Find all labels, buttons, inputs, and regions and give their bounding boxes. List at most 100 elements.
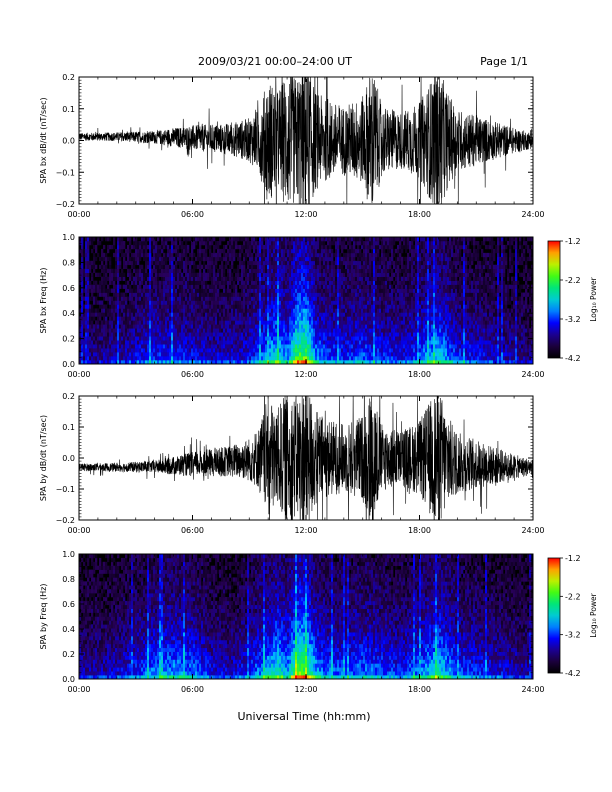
spectrogram-cell [133, 276, 136, 281]
spectrogram-cell [337, 244, 340, 250]
spectrogram-cell [221, 324, 224, 329]
spectrogram-cell [105, 252, 108, 258]
spectrogram-cell [245, 344, 248, 349]
spectrogram-cell [323, 332, 326, 337]
spectrogram-cell [295, 332, 298, 337]
spectrogram-cell [205, 276, 208, 281]
spectrogram-cell [307, 264, 310, 270]
spectrogram-cell [331, 264, 334, 270]
spectrogram-cell [307, 352, 310, 357]
spectrogram-cell [315, 237, 318, 242]
spectrogram-cell [145, 336, 148, 341]
spectrogram-cell [135, 268, 138, 274]
spectrogram-cell [147, 312, 150, 317]
spectrogram-cell [197, 344, 200, 349]
spectrogram-cell [293, 268, 296, 274]
spectrogram-cell [329, 260, 332, 266]
spectrogram-cell [135, 348, 138, 353]
spectrogram-cell [385, 292, 388, 297]
spectrogram-cell [381, 336, 384, 341]
spectrogram-cell [171, 237, 174, 242]
spectrogram-cell [379, 324, 382, 329]
spectrogram-cell [153, 280, 156, 285]
spectrogram-cell [135, 332, 138, 337]
spectrogram-cell [249, 320, 252, 325]
spectrogram-cell [233, 304, 236, 309]
spectrogram-cell [305, 300, 308, 305]
spectrogram-cell [337, 312, 340, 317]
spectrogram-cell [371, 340, 374, 345]
spectrogram-cell [339, 284, 342, 289]
spectrogram-cell [153, 284, 156, 289]
spectrogram-cell [133, 324, 136, 329]
spectrogram-cell [117, 244, 120, 250]
spectrogram-cell [95, 272, 98, 277]
spectrogram-cell [317, 240, 320, 246]
spectrogram-cell [351, 332, 354, 337]
spectrogram-cell [371, 252, 374, 258]
spectrogram-cell [375, 308, 378, 313]
spectrogram-cell [331, 344, 334, 349]
spectrogram-cell [349, 292, 352, 297]
spectrogram-cell [117, 300, 120, 305]
spectrogram-cell [255, 276, 258, 281]
spectrogram-cell [337, 320, 340, 325]
spectrogram-cell [151, 348, 154, 353]
spectrogram-cell [93, 336, 96, 341]
spectrogram-cell [199, 348, 202, 353]
spectrogram-cell [93, 264, 96, 270]
spectrogram-cell [329, 336, 332, 341]
spectrogram-cell [145, 356, 148, 361]
spectrogram-cell [177, 328, 180, 333]
spectrogram-cell [229, 264, 232, 270]
spectrogram-cell [361, 240, 364, 246]
spectrogram-cell [169, 316, 172, 321]
spectrogram-cell [313, 252, 316, 258]
spectrogram-cell [157, 248, 160, 254]
spectrogram-cell [303, 260, 306, 266]
spectrogram-cell [103, 324, 106, 329]
spectrogram-cell [273, 288, 276, 293]
spectrogram-cell [99, 272, 102, 277]
spectrogram-cell [347, 332, 350, 337]
spectrogram-cell [389, 336, 392, 341]
spectrogram-cell [259, 252, 262, 258]
spectrogram-cell [371, 348, 374, 353]
spectrogram-cell [371, 272, 374, 277]
spectrogram-cell [347, 272, 350, 277]
spectrogram-cell [235, 288, 238, 293]
spectrogram-cell [133, 348, 136, 353]
spectrogram-cell [177, 296, 180, 301]
spectrogram-cell [331, 320, 334, 325]
spectrogram-cell [309, 240, 312, 246]
spectrogram-cell [223, 244, 226, 250]
spectrogram-cell [383, 304, 386, 309]
spectrogram-cell [365, 304, 368, 309]
spectrogram-cell [213, 256, 216, 262]
spectrogram-cell [111, 276, 114, 281]
spectrogram-cell [365, 272, 368, 277]
spectrogram-cell [347, 316, 350, 321]
spectrogram-cell [219, 340, 222, 345]
spectrogram-cell [287, 332, 290, 337]
spectrogram-cell [237, 272, 240, 277]
spectrogram-cell [141, 360, 144, 365]
spectrogram-cell [145, 308, 148, 313]
spectrogram-cell [95, 312, 98, 317]
spectrogram-cell [303, 244, 306, 250]
spectrogram-cell [207, 276, 210, 281]
spectrogram-cell [81, 292, 84, 297]
spectrogram-cell [397, 300, 400, 305]
spectrogram-cell [135, 300, 138, 305]
spectrogram-cell [193, 328, 196, 333]
spectrogram-cell [251, 324, 254, 329]
spectrogram-cell [215, 292, 218, 297]
spectrogram-cell [357, 296, 360, 301]
spectrogram-cell [213, 360, 216, 365]
spectrogram-cell [359, 292, 362, 297]
spectrogram-cell [299, 260, 302, 266]
spectrogram-cell [251, 340, 254, 345]
spectrogram-cell [365, 336, 368, 341]
spectrogram-cell [159, 244, 162, 250]
spectrogram-cell [307, 252, 310, 258]
